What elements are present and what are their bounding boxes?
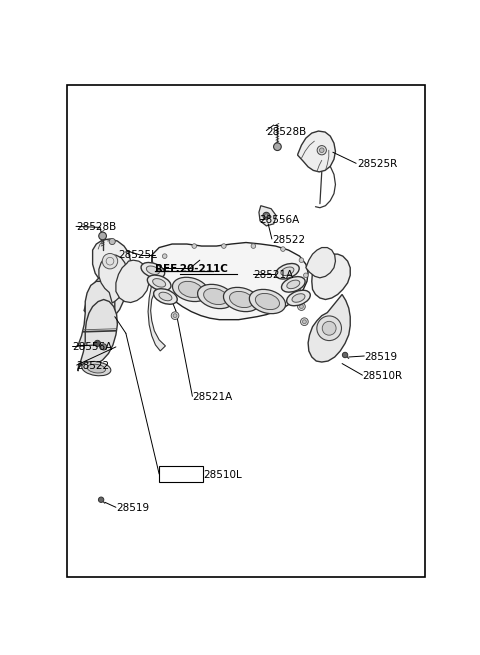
Ellipse shape	[87, 364, 106, 373]
Text: 28521A: 28521A	[192, 392, 233, 402]
Circle shape	[317, 145, 326, 155]
Ellipse shape	[276, 263, 299, 279]
Ellipse shape	[281, 267, 294, 276]
Text: 28556A: 28556A	[72, 342, 112, 352]
Circle shape	[162, 254, 167, 259]
Circle shape	[300, 305, 303, 309]
Ellipse shape	[204, 288, 228, 305]
Ellipse shape	[153, 278, 166, 287]
Ellipse shape	[224, 288, 260, 312]
Circle shape	[295, 290, 299, 293]
Ellipse shape	[292, 293, 305, 302]
Ellipse shape	[141, 263, 165, 278]
Ellipse shape	[159, 292, 172, 301]
Ellipse shape	[287, 280, 300, 289]
Polygon shape	[308, 295, 350, 362]
Polygon shape	[78, 299, 118, 371]
Circle shape	[274, 143, 281, 151]
Polygon shape	[93, 239, 131, 286]
Bar	[159, 466, 204, 482]
Ellipse shape	[179, 282, 203, 297]
Bar	[113, 244, 119, 251]
Circle shape	[302, 320, 306, 324]
Circle shape	[102, 253, 118, 269]
Polygon shape	[298, 131, 336, 172]
Circle shape	[264, 214, 268, 217]
Circle shape	[162, 281, 166, 285]
Circle shape	[160, 279, 168, 287]
Polygon shape	[99, 255, 127, 303]
Polygon shape	[148, 255, 166, 351]
Circle shape	[173, 314, 177, 318]
Circle shape	[99, 232, 107, 240]
Ellipse shape	[229, 291, 253, 308]
Circle shape	[317, 316, 341, 341]
Ellipse shape	[82, 362, 111, 376]
Polygon shape	[259, 206, 276, 226]
Circle shape	[300, 318, 308, 326]
Text: 28522: 28522	[272, 235, 305, 245]
Text: 28522: 28522	[77, 361, 110, 371]
Circle shape	[322, 322, 336, 335]
Circle shape	[263, 212, 270, 219]
Circle shape	[171, 312, 179, 320]
Circle shape	[165, 295, 173, 303]
Circle shape	[281, 247, 285, 252]
Text: 28528B: 28528B	[76, 223, 116, 233]
Text: REF.20-211C: REF.20-211C	[156, 264, 228, 274]
Circle shape	[342, 352, 348, 358]
Ellipse shape	[154, 289, 177, 304]
Circle shape	[298, 303, 305, 310]
Circle shape	[299, 258, 304, 263]
Circle shape	[101, 344, 107, 350]
Text: 28519: 28519	[116, 503, 149, 514]
Text: 28519: 28519	[364, 352, 397, 362]
Ellipse shape	[255, 293, 279, 310]
Text: 28528B: 28528B	[266, 126, 307, 136]
Circle shape	[320, 148, 324, 153]
Ellipse shape	[146, 266, 159, 274]
Circle shape	[303, 273, 308, 278]
Polygon shape	[152, 242, 308, 320]
Text: 28521A: 28521A	[253, 271, 294, 280]
Ellipse shape	[198, 284, 234, 309]
Ellipse shape	[249, 290, 286, 314]
Text: 28510R: 28510R	[362, 371, 403, 381]
Ellipse shape	[287, 290, 310, 306]
Text: 28510L: 28510L	[204, 470, 242, 479]
Polygon shape	[116, 260, 149, 303]
Polygon shape	[84, 273, 125, 322]
Circle shape	[221, 244, 226, 248]
Polygon shape	[78, 282, 115, 346]
Polygon shape	[312, 254, 350, 299]
Text: 28525R: 28525R	[357, 159, 397, 170]
Circle shape	[251, 244, 256, 248]
Circle shape	[95, 341, 100, 346]
Circle shape	[109, 238, 115, 244]
Circle shape	[98, 497, 104, 502]
Ellipse shape	[172, 277, 209, 301]
Polygon shape	[306, 248, 336, 278]
Circle shape	[167, 297, 171, 301]
Circle shape	[192, 244, 197, 248]
Ellipse shape	[147, 275, 171, 291]
Circle shape	[293, 288, 301, 295]
Text: 28556A: 28556A	[259, 215, 299, 225]
Ellipse shape	[281, 276, 305, 292]
Text: 28525L: 28525L	[119, 250, 157, 260]
